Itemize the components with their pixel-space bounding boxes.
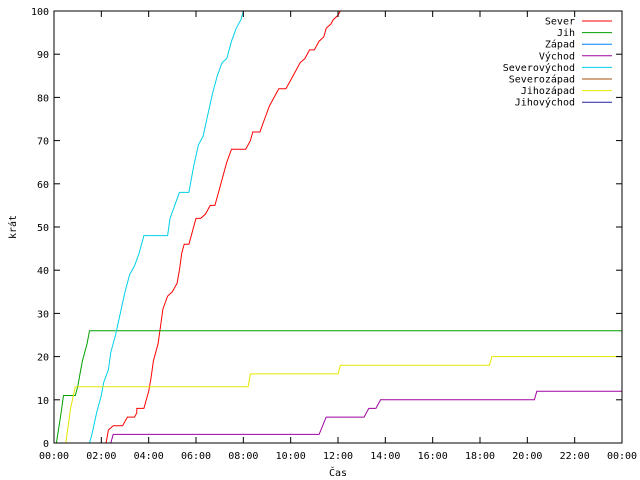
x-tick-label: 20:00: [512, 451, 542, 462]
y-tick-label: 80: [37, 93, 49, 104]
y-tick-label: 40: [37, 266, 49, 277]
legend: SeverJihZápadVýchodSeverovýchodSeverozáp…: [503, 17, 612, 109]
y-tick-label: 20: [37, 353, 49, 364]
legend-label: Jihozápad: [521, 85, 575, 97]
series-line-jih: [55, 330, 622, 444]
x-tick-label: 18:00: [465, 451, 495, 462]
y-tick-label: 30: [37, 309, 49, 320]
legend-label: Severozápad: [509, 74, 575, 86]
y-tick-label: 50: [37, 223, 49, 234]
y-tick-label: 0: [43, 439, 49, 450]
y-tick-label: 60: [37, 180, 49, 191]
legend-label: Jihovýchod: [515, 97, 575, 109]
plot-lines: [55, 10, 622, 444]
x-axis-label: Čas: [329, 466, 347, 479]
x-tick-label: 08:00: [228, 451, 258, 462]
legend-label: Sever: [545, 17, 575, 28]
x-tick-label: 14:00: [370, 451, 400, 462]
y-tick-label: 100: [31, 7, 49, 18]
y-axis-label: krát: [7, 215, 19, 239]
series-line-východ: [110, 390, 622, 444]
x-tick-label: 22:00: [560, 451, 590, 462]
x-tick-label: 10:00: [276, 451, 306, 462]
x-tick-label: 16:00: [418, 451, 448, 462]
legend-label: Jih: [557, 28, 575, 39]
x-tick-label: 02:00: [86, 451, 116, 462]
y-tick-label: 10: [37, 396, 49, 407]
x-tick-label: 00:00: [607, 451, 637, 462]
y-tick-label: 70: [37, 137, 49, 148]
series-line-jihozápad: [65, 356, 622, 444]
x-tick-label: 04:00: [134, 451, 164, 462]
x-tick-label: 06:00: [181, 451, 211, 462]
legend-label: Východ: [539, 50, 575, 62]
ticks: 00:00 02:00 04:00 06:00 08:00 10:00 12:00 14:00…: [31, 7, 637, 462]
legend-label: Západ: [545, 39, 575, 51]
series-line-severovýchod: [89, 10, 244, 444]
series-line-sever: [105, 10, 341, 444]
x-tick-label: 00:00: [39, 451, 69, 462]
y-tick-label: 90: [37, 50, 49, 61]
legend-label: Severovýchod: [503, 62, 575, 74]
x-tick-label: 12:00: [323, 451, 353, 462]
